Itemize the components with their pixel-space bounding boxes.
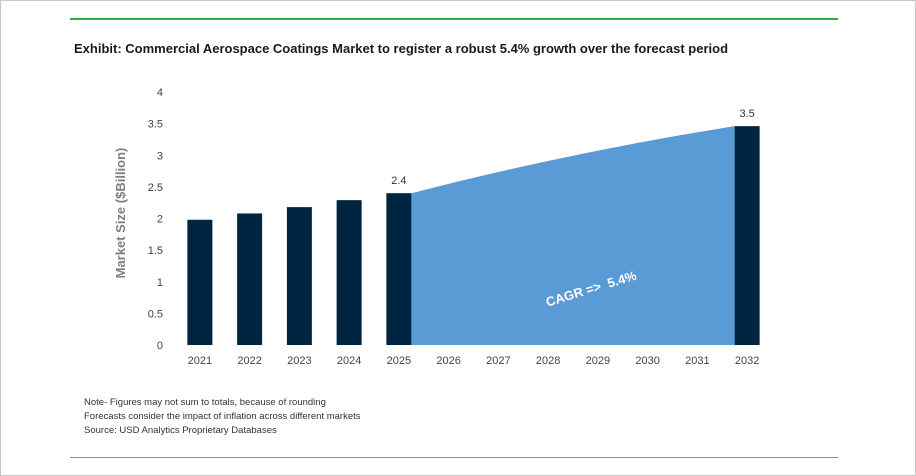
x-tick-label: 2021 (188, 355, 212, 367)
y-tick-label: 1 (157, 277, 163, 289)
forecast-area (411, 126, 735, 345)
chart-title: Exhibit: Commercial Aerospace Coatings M… (74, 41, 729, 56)
y-tick-label: 2.5 (148, 182, 163, 194)
y-axis-title: Market Size ($Billion) (113, 148, 128, 279)
x-axis-ticks: 2021 2022 2023 2024 2025 2026 2027 2028 2029 2030… (188, 355, 760, 367)
y-tick-label: 2 (157, 214, 163, 226)
data-labels-group: 2.4 3.5 (391, 108, 755, 187)
forecast-area-group: CAGR => 5.4% (411, 126, 735, 345)
x-tick-label: 2025 (387, 355, 411, 367)
footnote-rounding: Note- Figures may not sum to totals, bec… (84, 397, 326, 408)
bar-2025 (386, 193, 412, 345)
y-tick-label: 4 (157, 87, 163, 99)
x-tick-label: 2030 (635, 355, 659, 367)
x-tick-label: 2026 (436, 355, 460, 367)
bar-2022 (237, 213, 263, 345)
bottom-divider (70, 457, 838, 458)
top-divider (70, 18, 838, 20)
footnote-inflation: Forecasts consider the impact of inflati… (84, 411, 361, 422)
x-tick-label: 2022 (237, 355, 261, 367)
bar-2023 (286, 207, 312, 345)
y-tick-label: 0.5 (148, 308, 163, 320)
y-axis-title-group: Market Size ($Billion) (113, 148, 128, 279)
y-tick-label: 1.5 (148, 245, 163, 257)
x-tick-label: 2029 (586, 355, 610, 367)
bar-2021 (187, 219, 213, 345)
x-tick-label: 2023 (287, 355, 311, 367)
bars-group (187, 126, 760, 345)
data-label-2032: 3.5 (739, 108, 754, 120)
bar-2024 (336, 200, 362, 345)
footnotes: Note- Figures may not sum to totals, bec… (84, 396, 361, 438)
x-tick-label: 2027 (486, 355, 510, 367)
x-tick-label: 2031 (685, 355, 709, 367)
bar-2032 (734, 126, 760, 345)
y-axis-ticks: 0 0.5 1 1.5 2 2.5 3 3.5 4 (148, 87, 163, 352)
y-tick-label: 3.5 (148, 119, 163, 131)
footnote-source: Source: USD Analytics Proprietary Databa… (84, 425, 277, 436)
y-tick-label: 0 (157, 340, 163, 352)
x-tick-label: 2032 (735, 355, 759, 367)
data-label-2025: 2.4 (391, 175, 406, 187)
x-tick-label: 2028 (536, 355, 560, 367)
y-tick-label: 3 (157, 150, 163, 162)
x-tick-label: 2024 (337, 355, 361, 367)
